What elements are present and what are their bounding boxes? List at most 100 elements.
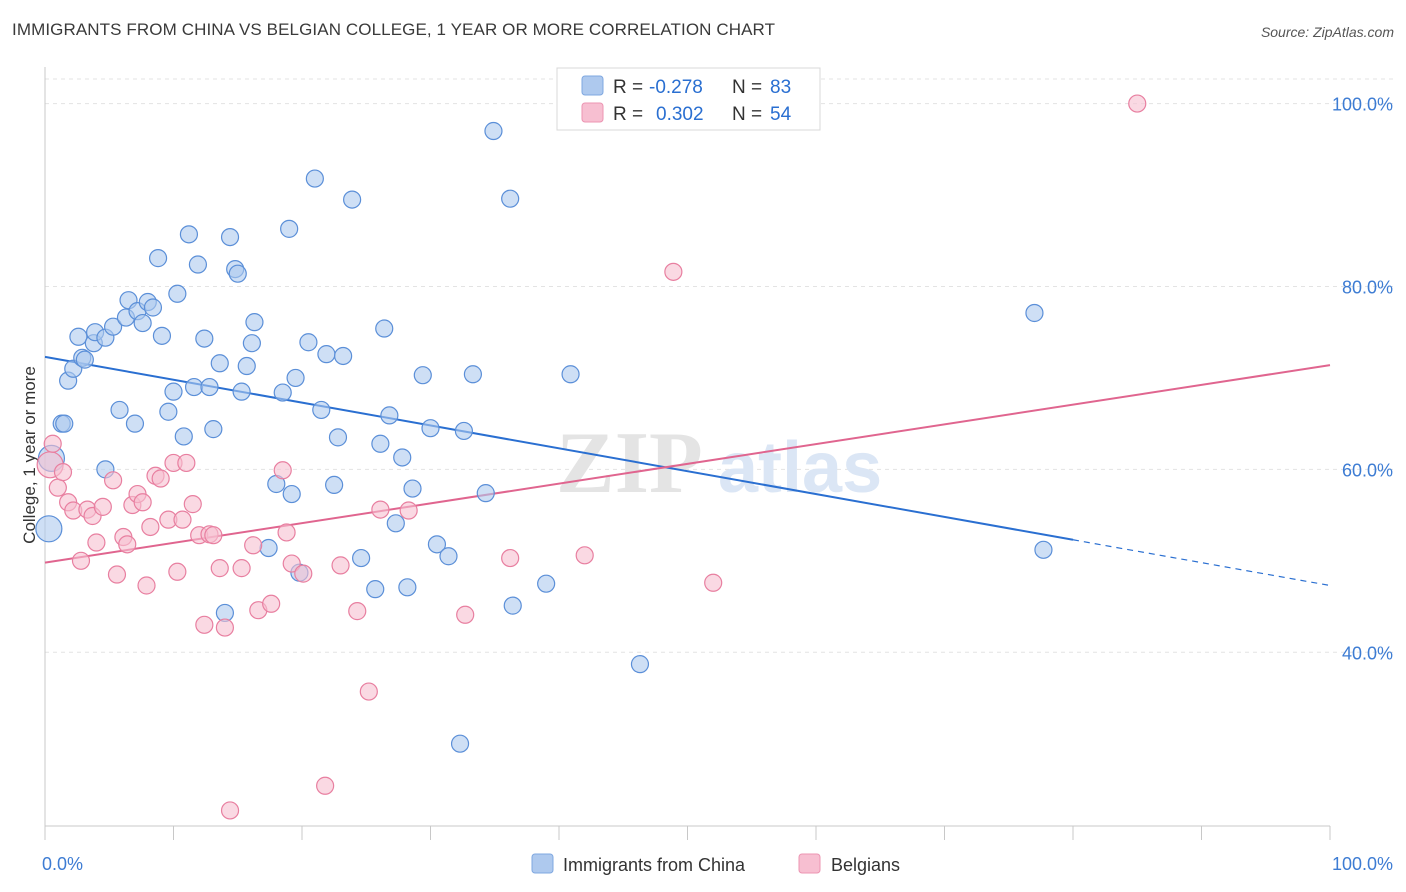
point-0-29 bbox=[184, 377, 204, 397]
point-0-45 bbox=[273, 383, 292, 402]
point-0-71 bbox=[450, 734, 470, 753]
trend-line-1 bbox=[44, 364, 1331, 564]
point-1-3 bbox=[53, 463, 73, 482]
point-1-26 bbox=[177, 453, 196, 473]
point-0-69 bbox=[427, 535, 447, 554]
point-1-12 bbox=[107, 565, 127, 584]
point-1-48 bbox=[399, 501, 418, 520]
point-1-25 bbox=[173, 510, 192, 529]
chart-title: IMMIGRANTS FROM CHINA VS BELGIAN COLLEGE… bbox=[12, 20, 776, 39]
watermark: ZIP atlas bbox=[556, 415, 882, 512]
y-tick-label-1: 80.0% bbox=[1342, 277, 1393, 297]
point-0-53 bbox=[317, 345, 336, 364]
point-1-2 bbox=[48, 478, 67, 497]
x-tick-label-1: 100.0% bbox=[1332, 854, 1393, 874]
point-1-41 bbox=[282, 554, 301, 573]
point-0-47 bbox=[282, 484, 301, 504]
point-0-33 bbox=[204, 420, 223, 439]
point-0-46 bbox=[280, 219, 299, 238]
point-0-61 bbox=[375, 319, 394, 338]
point-1-39 bbox=[273, 461, 292, 480]
point-1-36 bbox=[244, 536, 263, 555]
y-tick-labels: 100.0% 80.0% 60.0% 40.0% bbox=[1332, 95, 1393, 664]
point-0-59 bbox=[366, 580, 385, 599]
point-0-48 bbox=[286, 368, 305, 388]
point-1-31 bbox=[204, 526, 223, 545]
point-1-29 bbox=[195, 615, 214, 634]
point-0-36 bbox=[220, 227, 240, 247]
y-tick-label-2: 60.0% bbox=[1342, 460, 1393, 480]
bottom-legend-swatch-china bbox=[531, 853, 554, 874]
bottom-legend-swatch-belgians bbox=[798, 853, 821, 874]
data-points bbox=[35, 94, 1147, 820]
watermark-zip: ZIP bbox=[556, 415, 703, 512]
legend-r-value-belgians: 0.302 bbox=[656, 104, 704, 125]
point-0-62 bbox=[380, 406, 399, 425]
point-1-42 bbox=[294, 564, 313, 583]
watermark-atlas: atlas bbox=[718, 428, 882, 508]
point-1-6 bbox=[71, 551, 91, 570]
point-0-74 bbox=[476, 484, 495, 503]
point-0-72 bbox=[454, 421, 474, 441]
point-1-11 bbox=[104, 471, 123, 490]
point-0-60 bbox=[371, 434, 390, 453]
bottom-legend-label-belgians: Belgians bbox=[831, 855, 900, 875]
point-0-21 bbox=[143, 298, 163, 317]
point-0-63 bbox=[386, 514, 405, 533]
point-0-24 bbox=[159, 402, 178, 421]
point-0-39 bbox=[232, 382, 251, 401]
point-0-67 bbox=[413, 366, 432, 385]
point-0-27 bbox=[174, 427, 193, 446]
legend-r-value-china: -0.278 bbox=[649, 77, 703, 98]
point-0-34 bbox=[210, 354, 229, 373]
point-1-32 bbox=[210, 559, 229, 578]
point-0-81 bbox=[1034, 540, 1053, 559]
legend-n-label-belgians: N = bbox=[732, 104, 767, 125]
legend-n-value-china: 83 bbox=[770, 77, 791, 98]
point-0-8 bbox=[75, 350, 94, 369]
point-0-26 bbox=[168, 284, 187, 303]
x-tick-label-0: 0.0% bbox=[42, 854, 83, 874]
point-0-66 bbox=[403, 479, 422, 498]
point-1-51 bbox=[575, 546, 594, 565]
x-tick-labels: 0.0% 100.0% bbox=[42, 854, 1393, 874]
point-1-38 bbox=[262, 594, 281, 613]
point-0-23 bbox=[152, 326, 172, 345]
point-0-56 bbox=[334, 346, 353, 366]
point-0-54 bbox=[325, 475, 344, 495]
point-1-14 bbox=[118, 535, 137, 554]
point-0-31 bbox=[195, 329, 214, 348]
point-0-50 bbox=[299, 333, 318, 352]
point-1-18 bbox=[137, 576, 156, 595]
point-0-78 bbox=[537, 574, 556, 593]
point-0-58 bbox=[352, 548, 371, 568]
point-1-53 bbox=[704, 573, 723, 592]
point-0-52 bbox=[312, 400, 331, 420]
legend-r-label-china: R = bbox=[613, 77, 648, 98]
point-0-25 bbox=[164, 382, 183, 401]
point-1-52 bbox=[664, 262, 683, 281]
legend-n-value-belgians: 54 bbox=[770, 104, 792, 125]
point-1-40 bbox=[277, 523, 296, 542]
y-tick-label-0: 100.0% bbox=[1332, 95, 1393, 115]
point-0-68 bbox=[421, 419, 440, 438]
legend-r-label-belgians: R = bbox=[613, 104, 648, 125]
point-1-27 bbox=[183, 495, 202, 514]
series-legend: Immigrants from China Belgians bbox=[531, 853, 900, 875]
point-1-44 bbox=[331, 556, 350, 575]
point-1-34 bbox=[220, 801, 240, 820]
legend-swatch-china bbox=[581, 75, 604, 96]
point-1-9 bbox=[87, 533, 106, 552]
legend-n-label-china: N = bbox=[732, 77, 767, 98]
point-1-54 bbox=[1128, 94, 1147, 113]
point-0-55 bbox=[328, 428, 348, 447]
point-0-41 bbox=[242, 334, 261, 353]
bottom-legend-label-china: Immigrants from China bbox=[563, 855, 746, 875]
point-0-14 bbox=[110, 400, 129, 420]
point-1-17 bbox=[133, 493, 152, 512]
point-0-38 bbox=[228, 264, 247, 283]
point-0-6 bbox=[69, 327, 88, 346]
point-1-47 bbox=[371, 500, 390, 519]
point-0-75 bbox=[484, 121, 503, 141]
point-0-57 bbox=[343, 190, 362, 209]
